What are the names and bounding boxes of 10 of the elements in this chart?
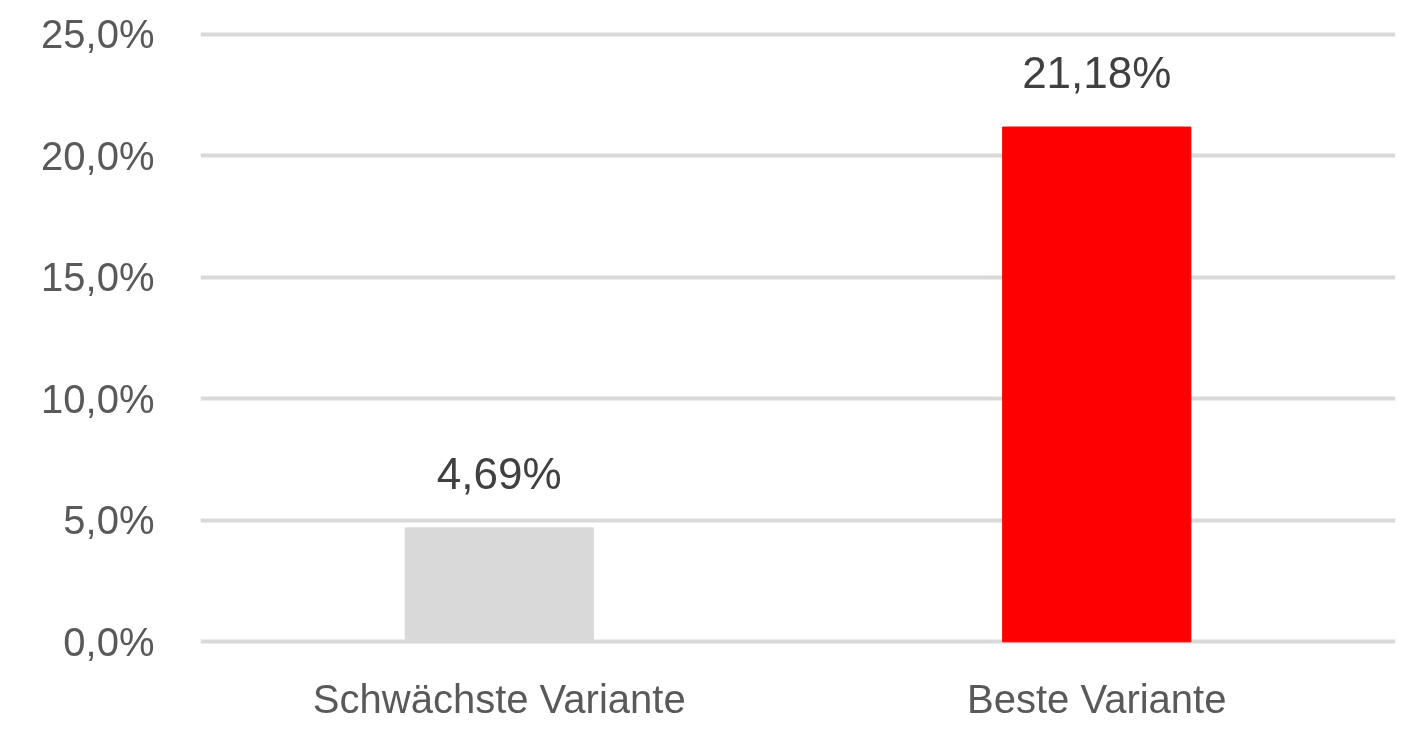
x-tick-label: Schwächste Variante <box>312 676 686 721</box>
y-tick-label: 15,0% <box>41 255 155 300</box>
data-label: 4,69% <box>436 448 562 498</box>
y-tick-label: 0,0% <box>63 619 155 664</box>
y-tick-label: 25,0% <box>41 12 155 57</box>
x-tick-label: Beste Variante <box>967 676 1227 721</box>
y-tick-label: 20,0% <box>41 133 155 178</box>
data-label: 21,18% <box>1022 48 1172 97</box>
y-tick-label: 5,0% <box>63 498 155 543</box>
y-tick-label: 10,0% <box>41 376 155 421</box>
